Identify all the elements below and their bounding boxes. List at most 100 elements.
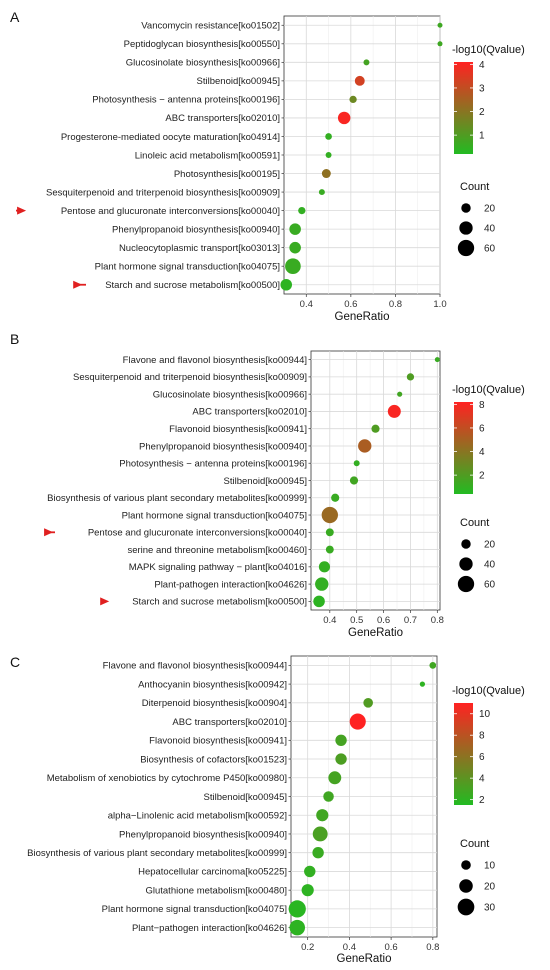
data-point: [321, 169, 331, 179]
y-tick-label: Sesquiterpenoid and triterpenoid biosynt…: [73, 372, 307, 383]
data-point: [325, 133, 332, 140]
data-point: [304, 865, 316, 878]
x-tick-label: 1.0: [433, 299, 446, 310]
color-bar-label: 10: [479, 709, 491, 720]
color-bar-label: 6: [479, 423, 485, 434]
y-tick-label: Phenylpropanoid biosynthesis[ko00940]: [139, 441, 307, 452]
data-point: [354, 75, 365, 86]
data-point: [288, 900, 306, 918]
y-tick-label: Stilbenoid[ko00945]: [197, 76, 280, 87]
x-tick-label: 0.7: [404, 615, 417, 626]
red-arrow-head: [17, 206, 27, 215]
data-point: [349, 476, 359, 485]
color-legend-title: -log10(Qvalue): [452, 44, 525, 56]
size-legend-dot: [457, 575, 475, 593]
y-tick-label: Flavonoid biosynthesis[ko00941]: [149, 736, 287, 747]
size-legend-dot: [461, 203, 471, 213]
data-point: [301, 884, 314, 897]
size-legend-label: 20: [484, 204, 496, 215]
x-tick-label: 0.4: [323, 615, 336, 626]
y-tick-label: Anthocyanin biosynthesis[ko00942]: [138, 679, 287, 690]
size-legend-label: 60: [484, 580, 496, 591]
data-point: [280, 278, 293, 291]
y-tick-label: Stilbenoid[ko00945]: [204, 792, 287, 803]
color-bar-label: 4: [479, 60, 485, 71]
x-axis-title: GeneRatio: [335, 311, 390, 323]
y-tick-label: Glucosinolate biosynthesis[ko00966]: [126, 58, 280, 69]
y-tick-label: Metabolism of xenobiotics by cytochrome …: [47, 773, 287, 784]
data-point: [318, 189, 325, 196]
x-tick-label: 0.2: [301, 942, 314, 953]
y-tick-label: ABC transporters[ko02010]: [192, 407, 307, 418]
data-point: [363, 698, 373, 708]
y-tick-label: Peptidoglycan biosynthesis[ko00550]: [124, 39, 280, 50]
size-legend-label: 40: [484, 224, 496, 235]
y-tick-label: Hepatocellular carcinoma[ko05225]: [138, 867, 287, 878]
size-legend-dot: [457, 239, 475, 257]
size-legend-label: 10: [484, 861, 496, 872]
y-tick-label: serine and threonine metabolism[ko00460]: [127, 545, 307, 556]
panel-c: C Flavone and flavonol biosynthesis[ko009…: [10, 654, 525, 965]
y-tick-label: MAPK signaling pathway − plant[ko04016]: [129, 562, 307, 573]
data-point: [429, 661, 437, 669]
data-point: [312, 826, 328, 842]
data-point: [325, 528, 334, 537]
data-point: [335, 753, 347, 765]
size-legend-label: 20: [484, 882, 496, 893]
size-legend-title: Count: [460, 181, 489, 193]
size-legend-dot: [459, 221, 473, 235]
panel-a: A Vancomycin resistance[ko01502] Peptidogl…: [10, 9, 525, 323]
y-tick-label: Stilbenoid[ko00945]: [224, 476, 307, 487]
color-bar-label: 6: [479, 752, 485, 763]
red-arrow-head: [100, 597, 110, 606]
x-tick-label: 0.6: [377, 615, 390, 626]
x-tick-label: 0.4: [300, 299, 313, 310]
x-axis-title: GeneRatio: [337, 953, 392, 965]
y-tick-label: Starch and sucrose metabolism[ko00500]: [105, 280, 280, 291]
panel-letter: B: [10, 331, 19, 347]
data-point: [397, 391, 403, 397]
panel-letter: A: [10, 9, 20, 25]
data-point: [363, 59, 370, 66]
y-tick-label: Glucosinolate biosynthesis[ko00966]: [153, 389, 307, 400]
color-bar-label: 2: [479, 471, 485, 482]
y-tick-label: Biosynthesis of various plant secondary …: [27, 848, 287, 859]
x-tick-label: 0.6: [344, 299, 357, 310]
y-tick-label: Pentose and glucuronate interconversions…: [61, 206, 280, 217]
data-point: [437, 41, 443, 47]
y-tick-label: Vancomycin resistance[ko01502]: [141, 21, 280, 32]
data-point: [313, 595, 325, 608]
size-legend-label: 30: [484, 903, 496, 914]
y-tick-label: Biosynthesis of cofactors[ko01523]: [140, 754, 287, 765]
data-point: [437, 22, 443, 28]
color-bar: [454, 703, 473, 805]
data-point: [328, 771, 342, 785]
y-tick-label: Linoleic acid metabolism[ko00591]: [135, 150, 280, 161]
y-tick-label: Plant−pathogen interaction[ko04626]: [132, 923, 287, 934]
data-point: [349, 95, 357, 104]
y-tick-label: alpha−Linolenic acid metabolism[ko00592]: [108, 811, 287, 822]
y-tick-label: Flavonoid biosynthesis[ko00941]: [169, 424, 307, 435]
color-bar: [454, 402, 473, 494]
y-tick-label: Plant hormone signal transduction[ko0407…: [95, 262, 280, 273]
data-point: [289, 919, 306, 936]
y-tick-label: Flavone and flavonol biosynthesis[ko0094…: [123, 355, 307, 366]
y-tick-label: ABC transporters[ko02010]: [165, 113, 280, 124]
data-point: [325, 545, 334, 554]
data-point: [353, 460, 360, 467]
x-tick-label: 0.5: [350, 615, 363, 626]
y-tick-label: Diterpenoid biosynthesis[ko00904]: [142, 698, 287, 709]
color-bar-label: 2: [479, 107, 485, 118]
y-tick-label: Photosynthesis − antenna proteins[ko0019…: [119, 459, 307, 470]
color-legend-title: -log10(Qvalue): [452, 384, 525, 396]
color-bar-label: 2: [479, 795, 485, 806]
data-point: [321, 506, 338, 524]
y-tick-label: Sesquiterpenoid and triterpenoid biosynt…: [46, 187, 280, 198]
y-tick-label: Plant-pathogen interaction[ko04626]: [154, 579, 307, 590]
color-bar: [454, 62, 473, 154]
size-legend-dot: [461, 860, 471, 870]
data-point: [406, 373, 415, 381]
data-point: [358, 439, 372, 453]
y-tick-label: Starch and sucrose metabolism[ko00500]: [132, 597, 307, 608]
